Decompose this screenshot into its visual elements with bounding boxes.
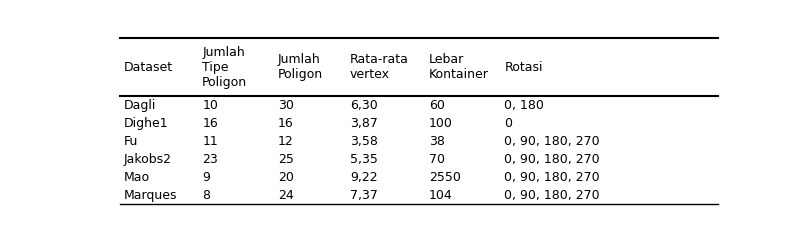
Text: 0, 90, 180, 270: 0, 90, 180, 270 (504, 171, 599, 184)
Text: 100: 100 (428, 117, 452, 130)
Text: 20: 20 (277, 171, 294, 184)
Text: 6,30: 6,30 (350, 99, 377, 112)
Text: Jumlah
Poligon: Jumlah Poligon (277, 53, 323, 81)
Text: 0: 0 (504, 117, 512, 130)
Text: 104: 104 (428, 189, 452, 202)
Text: Lebar
Kontainer: Lebar Kontainer (428, 53, 488, 81)
Text: 3,58: 3,58 (350, 135, 377, 148)
Text: 0, 90, 180, 270: 0, 90, 180, 270 (504, 153, 599, 166)
Text: Jumlah
Tipe
Poligon: Jumlah Tipe Poligon (202, 45, 247, 89)
Text: Jakobs2: Jakobs2 (123, 153, 171, 166)
Text: 7,37: 7,37 (350, 189, 377, 202)
Text: 16: 16 (277, 117, 293, 130)
Text: 5,35: 5,35 (350, 153, 377, 166)
Text: Rotasi: Rotasi (504, 60, 542, 74)
Text: 30: 30 (277, 99, 294, 112)
Text: 0, 90, 180, 270: 0, 90, 180, 270 (504, 135, 599, 148)
Text: 23: 23 (202, 153, 217, 166)
Text: Dagli: Dagli (123, 99, 156, 112)
Text: 11: 11 (202, 135, 217, 148)
Text: 2550: 2550 (428, 171, 460, 184)
Text: Marques: Marques (123, 189, 177, 202)
Text: 10: 10 (202, 99, 218, 112)
Text: 3,87: 3,87 (350, 117, 377, 130)
Text: 12: 12 (277, 135, 293, 148)
Text: Dighe1: Dighe1 (123, 117, 168, 130)
Text: 0, 90, 180, 270: 0, 90, 180, 270 (504, 189, 599, 202)
Text: 9,22: 9,22 (350, 171, 377, 184)
Text: 0, 180: 0, 180 (504, 99, 543, 112)
Text: 8: 8 (202, 189, 210, 202)
Text: Dataset: Dataset (123, 60, 173, 74)
Text: 9: 9 (202, 171, 210, 184)
Text: Rata-rata
vertex: Rata-rata vertex (350, 53, 409, 81)
Text: 60: 60 (428, 99, 444, 112)
Text: Mao: Mao (123, 171, 149, 184)
Text: 24: 24 (277, 189, 293, 202)
Text: 16: 16 (202, 117, 217, 130)
Text: 38: 38 (428, 135, 444, 148)
Text: 25: 25 (277, 153, 294, 166)
Text: 70: 70 (428, 153, 444, 166)
Text: Fu: Fu (123, 135, 138, 148)
